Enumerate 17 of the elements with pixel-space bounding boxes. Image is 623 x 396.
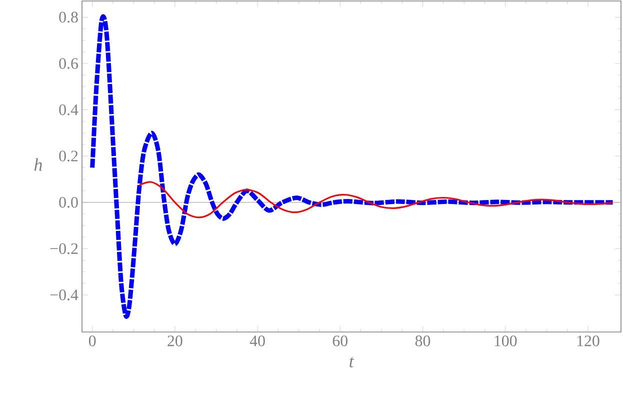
y-tick-label: 0.0 (59, 196, 78, 208)
x-tick-label: 80 (415, 336, 430, 346)
y-tick-label: 0.6 (59, 58, 78, 69)
y-tick-label: −0.4 (50, 290, 78, 300)
y-tick-label: 0.8 (59, 12, 78, 23)
y-axis-title: h (34, 158, 42, 171)
x-tick-label: 120 (577, 336, 600, 346)
x-tick-label: 0 (88, 336, 96, 346)
x-tick-label: 60 (332, 336, 348, 346)
y-tick-label: 0.2 (59, 150, 78, 162)
x-axis-title: t (350, 357, 354, 368)
line-series (138, 181, 614, 218)
x-tick-label: 100 (494, 336, 517, 346)
y-tick-label: 0.4 (59, 104, 78, 116)
y-tick-label: −0.2 (50, 243, 78, 254)
x-tick-label: 40 (250, 336, 265, 346)
x-tick-label: 20 (168, 336, 182, 346)
